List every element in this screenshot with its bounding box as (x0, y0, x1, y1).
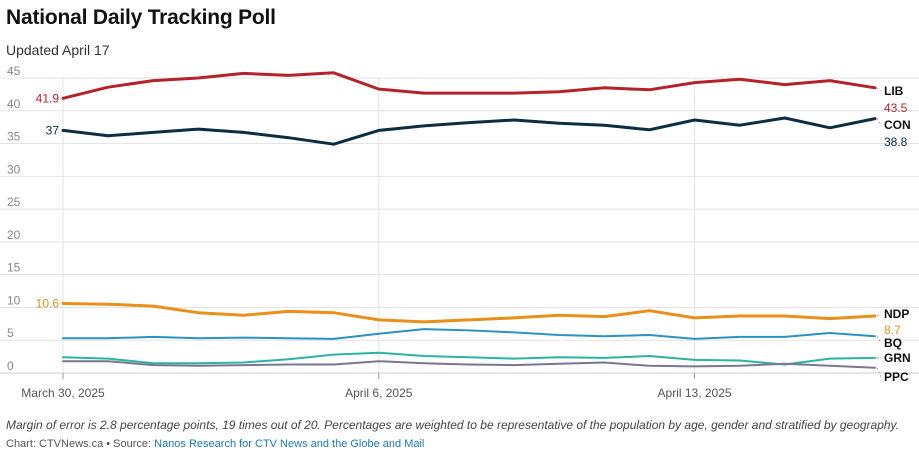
chart-title: National Daily Tracking Poll (6, 6, 276, 29)
series-start-value: 41.9 (36, 91, 60, 105)
series-name-label: PPC (884, 370, 909, 384)
label-connector (876, 87, 882, 92)
x-axis-ticks: March 30, 2025 April 6, 2025 April 13, 202… (21, 373, 732, 400)
x-tick-label: March 30, 2025 (21, 386, 105, 400)
x-tick-label: April 13, 2025 (658, 386, 732, 400)
series-end-value: 8.7 (884, 323, 901, 337)
y-tick-label: 40 (7, 97, 21, 111)
series-start-value: 10.6 (36, 297, 60, 311)
footnote: Margin of error is 2.8 percentage points… (6, 418, 900, 432)
y-tick-label: 45 (7, 64, 21, 78)
source-link[interactable]: Nanos Research for CTV News and the Glob… (154, 438, 425, 450)
line-chart: 0 5 10 15 20 25 30 35 40 45 March 30, 2025 April 6… (0, 64, 919, 400)
y-axis-ticks: 0 5 10 15 20 25 30 35 40 45 (7, 64, 21, 373)
series-end-value: 38.8 (884, 135, 908, 149)
chart-subtitle: Updated April 17 (6, 42, 110, 58)
label-connector (876, 336, 882, 344)
y-tick-label: 0 (7, 359, 14, 373)
y-tick-label: 35 (7, 130, 21, 144)
y-tick-label: 10 (7, 293, 21, 307)
credit-prefix: Chart: CTVNews.ca • Source: (6, 438, 155, 450)
label-connector (876, 118, 882, 126)
series-end-value: 43.5 (884, 101, 908, 115)
series-lines (61, 71, 877, 369)
credit-line: Chart: CTVNews.ca • Source: Nanos Resear… (6, 438, 424, 450)
series-line-ndp (61, 302, 877, 324)
x-tick-label: April 6, 2025 (345, 386, 413, 400)
y-tick-label: 15 (7, 261, 21, 275)
label-connector (876, 313, 882, 317)
series-name-label: GRN (884, 351, 911, 365)
y-tick-label: 20 (7, 228, 21, 242)
series-line-lib (61, 71, 877, 100)
y-tick-label: 5 (7, 326, 14, 340)
series-line-bq (62, 328, 876, 340)
series-name-label: BQ (884, 336, 902, 350)
y-tick-label: 30 (7, 162, 21, 176)
series-start-value: 37 (46, 123, 60, 137)
series-line-con (61, 116, 877, 146)
series-name-label: NDP (884, 307, 909, 321)
series-name-label: CON (884, 118, 911, 132)
series-line-grn (62, 351, 876, 366)
label-connector (876, 367, 882, 378)
series-name-label: LIB (884, 84, 904, 98)
y-tick-label: 25 (7, 195, 21, 209)
